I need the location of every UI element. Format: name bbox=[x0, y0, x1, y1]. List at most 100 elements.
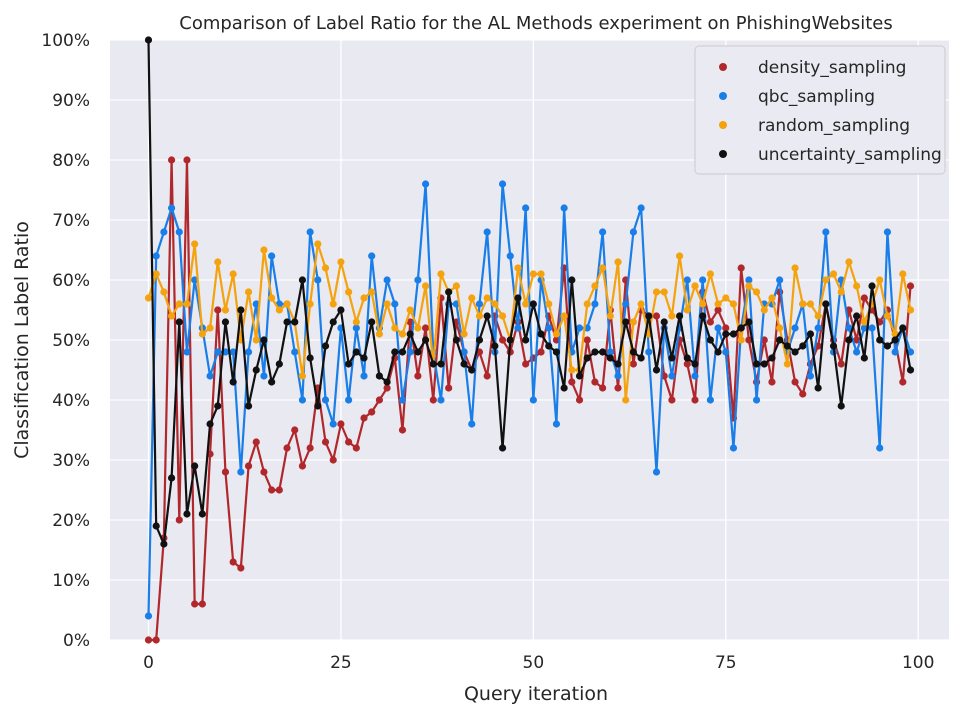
data-point bbox=[629, 318, 638, 326]
data-point bbox=[683, 354, 691, 362]
data-point bbox=[414, 324, 422, 332]
data-point bbox=[799, 300, 807, 308]
data-point bbox=[321, 342, 330, 350]
data-point bbox=[599, 384, 607, 392]
data-point bbox=[552, 336, 561, 344]
data-point bbox=[468, 366, 476, 374]
data-point bbox=[560, 204, 568, 212]
data-point bbox=[437, 270, 445, 278]
data-point bbox=[321, 438, 330, 446]
data-point bbox=[352, 318, 360, 326]
data-point bbox=[752, 288, 761, 296]
y-tick-label: 50% bbox=[52, 331, 90, 351]
data-point bbox=[183, 510, 191, 518]
data-point bbox=[498, 180, 507, 188]
data-point bbox=[706, 318, 714, 326]
data-point bbox=[283, 444, 291, 452]
data-point bbox=[337, 306, 345, 314]
data-point bbox=[329, 318, 337, 326]
data-point bbox=[283, 318, 291, 326]
data-point bbox=[345, 360, 353, 368]
data-point bbox=[806, 372, 815, 380]
data-point bbox=[806, 300, 815, 308]
data-point bbox=[421, 336, 430, 344]
data-point bbox=[860, 318, 868, 326]
data-point bbox=[429, 360, 437, 368]
data-point bbox=[398, 396, 407, 404]
data-point bbox=[853, 348, 861, 356]
y-tick-label: 40% bbox=[52, 391, 90, 411]
data-point bbox=[391, 324, 399, 332]
series-random_sampling bbox=[144, 240, 915, 404]
data-point bbox=[298, 462, 307, 470]
data-point bbox=[237, 306, 245, 314]
data-point bbox=[221, 318, 230, 326]
data-point bbox=[352, 324, 360, 332]
data-point bbox=[591, 348, 599, 356]
data-point bbox=[506, 336, 514, 344]
data-point bbox=[883, 228, 892, 236]
data-point bbox=[906, 282, 915, 290]
data-point bbox=[783, 360, 791, 368]
data-point bbox=[806, 330, 815, 338]
data-point bbox=[899, 270, 907, 278]
data-point bbox=[599, 264, 607, 272]
legend-label: random_sampling bbox=[758, 116, 910, 136]
data-point bbox=[529, 270, 537, 278]
data-point bbox=[629, 348, 638, 356]
data-point bbox=[260, 246, 268, 254]
data-point bbox=[791, 324, 799, 332]
data-point bbox=[606, 348, 614, 356]
data-point bbox=[529, 396, 537, 404]
data-point bbox=[275, 360, 283, 368]
data-point bbox=[837, 288, 845, 296]
data-point bbox=[883, 342, 892, 350]
data-point bbox=[152, 522, 160, 530]
data-point bbox=[167, 156, 176, 164]
data-point bbox=[368, 318, 376, 326]
data-point bbox=[745, 276, 753, 284]
data-point bbox=[375, 396, 384, 404]
data-point bbox=[244, 288, 253, 296]
data-point bbox=[368, 288, 376, 296]
legend-box bbox=[694, 45, 946, 175]
data-point bbox=[691, 372, 699, 380]
data-point bbox=[167, 312, 176, 320]
y-tick-label: 100% bbox=[41, 31, 90, 51]
data-point bbox=[691, 282, 699, 290]
data-point bbox=[706, 336, 714, 344]
data-point bbox=[275, 306, 283, 314]
data-point bbox=[622, 396, 630, 404]
data-point bbox=[229, 348, 237, 356]
data-point bbox=[799, 390, 807, 398]
data-point bbox=[360, 354, 368, 362]
data-point bbox=[568, 276, 576, 284]
data-point bbox=[799, 342, 807, 350]
data-point bbox=[191, 240, 199, 248]
data-point bbox=[737, 336, 745, 344]
data-point bbox=[760, 306, 768, 314]
data-point bbox=[421, 324, 430, 332]
data-point bbox=[445, 384, 453, 392]
data-point bbox=[722, 330, 730, 338]
data-point bbox=[668, 312, 676, 320]
data-point bbox=[652, 468, 661, 476]
data-point bbox=[637, 300, 645, 308]
data-point bbox=[214, 258, 222, 266]
data-point bbox=[483, 312, 491, 320]
data-point bbox=[845, 258, 853, 266]
data-point bbox=[152, 270, 160, 278]
data-point bbox=[575, 372, 584, 380]
y-tick-label: 30% bbox=[52, 451, 90, 471]
data-point bbox=[614, 384, 622, 392]
legend-label: density_sampling bbox=[758, 58, 906, 78]
data-point bbox=[383, 300, 391, 308]
data-point bbox=[768, 354, 776, 362]
data-point bbox=[845, 324, 853, 332]
data-point bbox=[298, 372, 307, 380]
data-point bbox=[876, 444, 884, 452]
data-point bbox=[675, 312, 684, 320]
data-point bbox=[745, 282, 753, 290]
data-point bbox=[722, 348, 730, 356]
data-point bbox=[368, 408, 376, 416]
